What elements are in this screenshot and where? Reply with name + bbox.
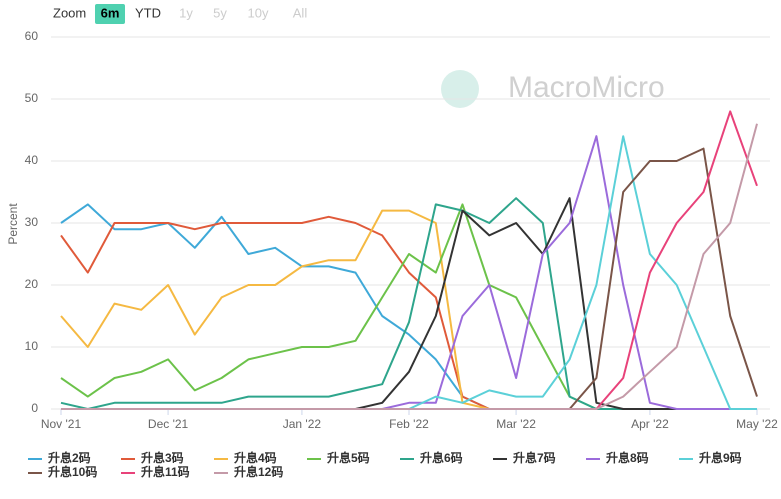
y-axis-label: Percent [6, 203, 20, 245]
zoom-button[interactable]: 10y [248, 5, 269, 20]
y-tick-label: 50 [25, 91, 39, 105]
legend-label[interactable]: 升息6码 [420, 450, 463, 465]
y-tick-label: 20 [25, 277, 39, 291]
watermark-logo [441, 70, 479, 108]
legend-label[interactable]: 升息4码 [234, 450, 277, 465]
series-line [61, 123, 758, 410]
legend-label[interactable]: 升息3码 [141, 450, 184, 465]
legend-label[interactable]: 升息2码 [48, 450, 91, 465]
legend-label[interactable]: 升息11码 [141, 464, 190, 479]
series-line [60, 215, 757, 410]
zoom-button[interactable]: All [293, 5, 308, 20]
legend-label[interactable]: 升息12码 [234, 464, 283, 479]
zoom-button[interactable]: 5y [213, 5, 227, 20]
y-tick-label: 40 [25, 153, 39, 167]
legend-label[interactable]: 升息5码 [327, 450, 370, 465]
x-tick-label: Dec '21 [148, 417, 189, 431]
y-tick-label: 30 [25, 215, 39, 229]
zoom-button-bg[interactable] [95, 4, 125, 24]
series-line [60, 197, 757, 410]
zoom-label: Zoom [53, 5, 86, 20]
zoom-button[interactable]: 1y [179, 5, 193, 20]
legend-label[interactable]: 升息8码 [606, 450, 649, 465]
x-tick-label: Apr '22 [631, 417, 669, 431]
legend-label[interactable]: 升息7码 [513, 450, 556, 465]
y-tick-label: 60 [25, 29, 39, 43]
x-tick-label: Jan '22 [283, 417, 322, 431]
y-tick-label: 10 [25, 339, 39, 353]
x-tick-label: Nov '21 [41, 417, 82, 431]
watermark: MacroMicro [508, 71, 665, 104]
series-line [61, 197, 757, 410]
zoom-button[interactable]: YTD [135, 5, 161, 20]
x-tick-label: Feb '22 [389, 417, 429, 431]
zoom-button[interactable]: 6m [101, 5, 120, 20]
series-line [60, 209, 757, 410]
series-line [61, 110, 758, 410]
legend-label[interactable]: 升息10码 [48, 464, 97, 479]
x-tick-label: Mar '22 [496, 417, 536, 431]
series-line [60, 203, 757, 410]
y-tick-label: 0 [31, 401, 38, 415]
series-line [60, 203, 757, 410]
legend-label[interactable]: 升息9码 [699, 450, 742, 465]
x-tick-label: May '22 [736, 417, 778, 431]
